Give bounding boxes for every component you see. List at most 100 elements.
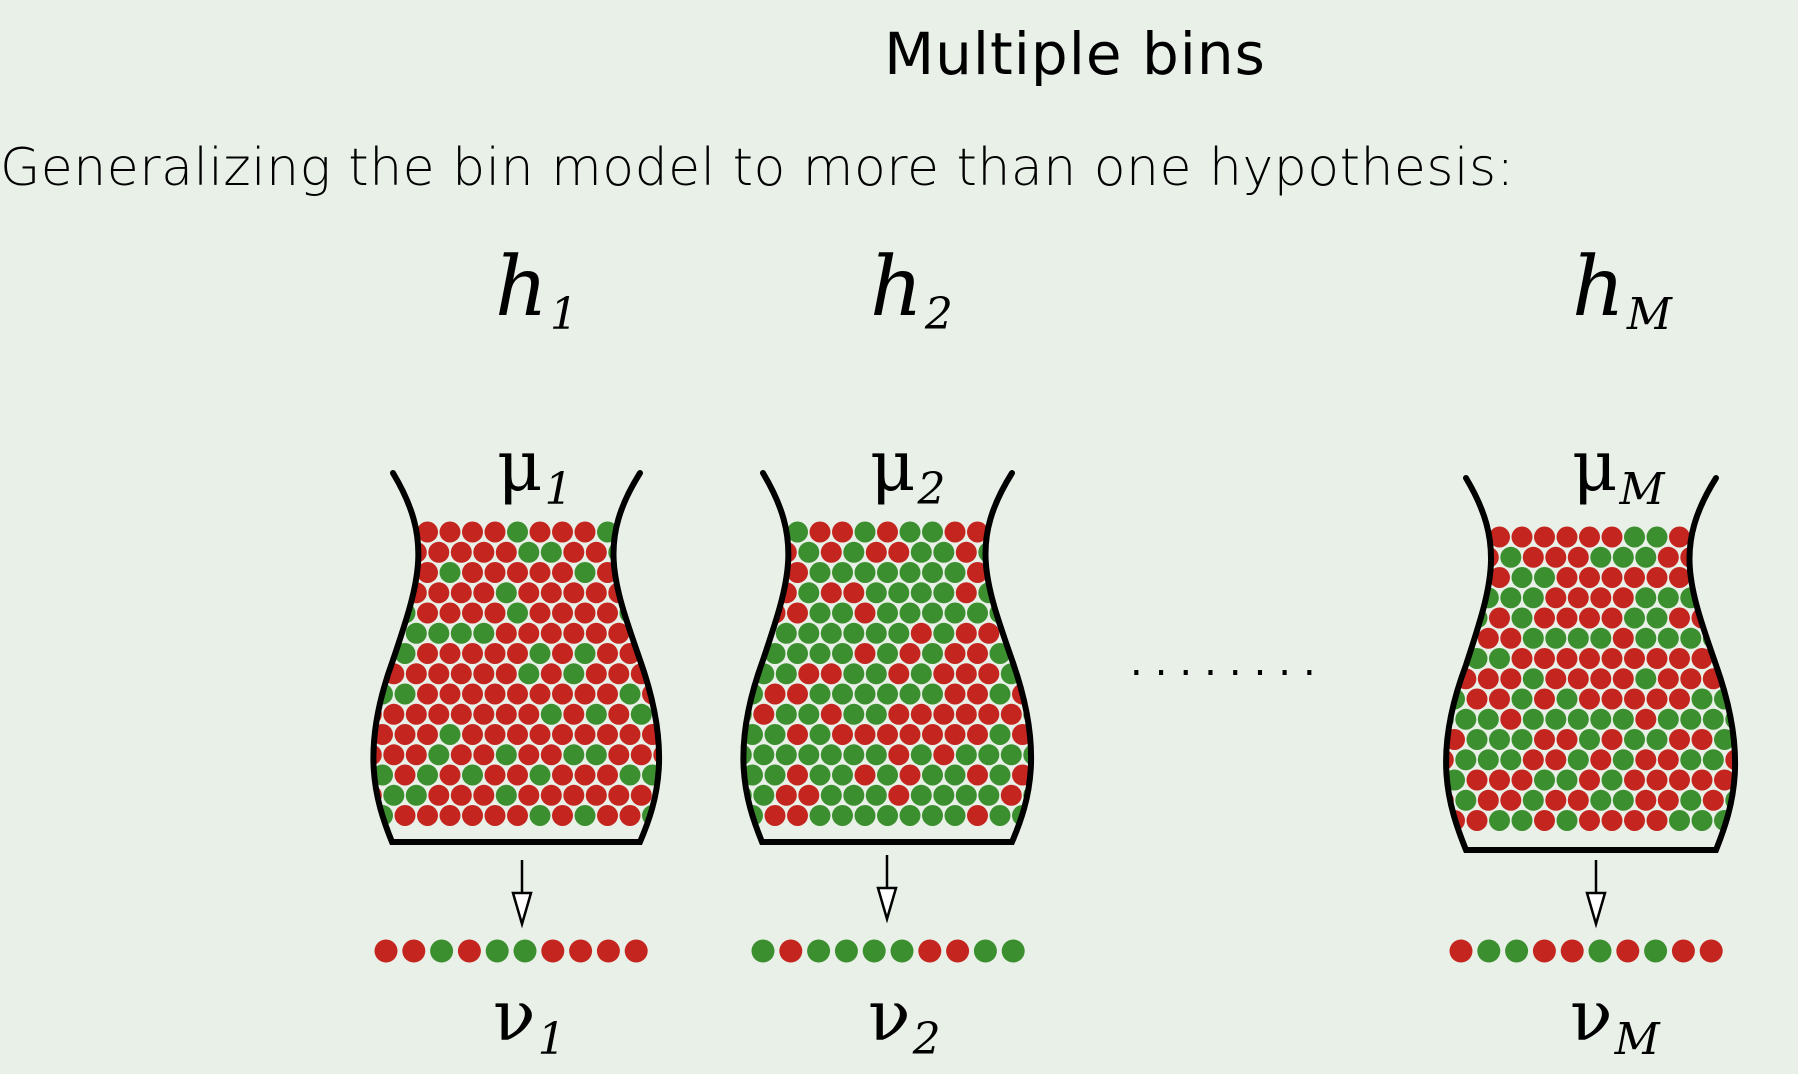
marble bbox=[473, 541, 495, 563]
marble bbox=[944, 683, 966, 705]
marble bbox=[1422, 648, 1443, 669]
marble bbox=[820, 622, 842, 644]
marble bbox=[597, 602, 618, 624]
marble bbox=[1669, 769, 1690, 791]
marble bbox=[473, 703, 495, 725]
marble bbox=[809, 764, 831, 786]
marble bbox=[809, 724, 831, 745]
marble bbox=[910, 622, 932, 644]
marble bbox=[1522, 789, 1544, 811]
nu-label-1: ν1 bbox=[493, 975, 566, 1065]
marble bbox=[720, 562, 741, 583]
marble bbox=[1635, 546, 1657, 568]
mu-label-1: μ1 bbox=[497, 425, 573, 515]
sample-marble-red bbox=[402, 939, 426, 963]
marble bbox=[922, 521, 943, 543]
marble bbox=[473, 622, 495, 644]
marble bbox=[1702, 749, 1724, 771]
marble bbox=[428, 744, 450, 766]
marble bbox=[843, 703, 865, 725]
marble bbox=[350, 643, 371, 664]
marble bbox=[967, 805, 988, 826]
marble bbox=[450, 541, 472, 563]
marble bbox=[518, 541, 540, 563]
marble bbox=[1455, 546, 1477, 568]
marble bbox=[955, 784, 977, 806]
marble bbox=[1477, 627, 1499, 649]
hypothesis-label-1: h1 bbox=[495, 240, 578, 340]
marble bbox=[473, 744, 495, 766]
marble bbox=[1422, 810, 1443, 831]
marble bbox=[1466, 688, 1488, 710]
marble bbox=[428, 663, 450, 685]
marble bbox=[865, 663, 887, 685]
marble bbox=[720, 765, 741, 786]
marble bbox=[1489, 526, 1510, 548]
marble bbox=[1714, 567, 1735, 588]
marble bbox=[1556, 607, 1578, 629]
sample-marble-red bbox=[1532, 939, 1556, 963]
marble bbox=[933, 541, 955, 563]
marble bbox=[1579, 769, 1600, 791]
marble bbox=[854, 602, 876, 624]
marble bbox=[529, 764, 551, 786]
marble bbox=[450, 622, 472, 644]
marble bbox=[394, 764, 416, 786]
marble bbox=[1612, 627, 1634, 649]
marble bbox=[832, 643, 853, 664]
marble bbox=[462, 764, 483, 786]
marble bbox=[967, 683, 988, 705]
marble bbox=[775, 622, 797, 644]
marble bbox=[743, 663, 752, 685]
sample-marble-green bbox=[1588, 939, 1612, 963]
marble bbox=[1725, 587, 1736, 609]
marble bbox=[1035, 643, 1056, 664]
marble bbox=[1000, 541, 1022, 563]
marble bbox=[798, 663, 820, 685]
marble bbox=[484, 805, 506, 826]
marble bbox=[394, 683, 416, 705]
marble bbox=[608, 784, 630, 806]
marble bbox=[1534, 810, 1555, 831]
marble bbox=[1511, 526, 1533, 548]
marble bbox=[775, 784, 797, 806]
marble bbox=[787, 521, 808, 543]
marble bbox=[383, 582, 405, 604]
sample-marble-green bbox=[1001, 939, 1025, 963]
sample-marble-green bbox=[1477, 939, 1501, 963]
marble bbox=[843, 582, 865, 604]
sample-1 bbox=[374, 939, 648, 963]
sample-marble-green bbox=[430, 939, 454, 963]
marble bbox=[518, 582, 540, 604]
marble bbox=[1737, 648, 1758, 669]
bin-m-balls bbox=[1422, 526, 1758, 831]
marble bbox=[1556, 688, 1578, 710]
marble bbox=[597, 805, 618, 826]
sample-marble-red bbox=[457, 939, 481, 963]
marble bbox=[955, 541, 977, 563]
marble bbox=[428, 541, 450, 563]
marble bbox=[1657, 708, 1679, 730]
marble bbox=[1500, 546, 1522, 568]
marble bbox=[552, 724, 573, 745]
marble bbox=[439, 805, 461, 826]
marble bbox=[1556, 729, 1578, 750]
marble bbox=[529, 643, 551, 664]
marble bbox=[1601, 769, 1623, 791]
marble bbox=[922, 764, 943, 786]
marble bbox=[787, 602, 808, 624]
sample-marble-green bbox=[1505, 939, 1529, 963]
marble bbox=[1691, 769, 1713, 791]
marble bbox=[518, 703, 540, 725]
marble bbox=[439, 562, 461, 583]
marble bbox=[373, 582, 382, 604]
marble bbox=[484, 764, 506, 786]
marble bbox=[1669, 688, 1690, 710]
marble bbox=[865, 784, 887, 806]
marble bbox=[955, 703, 977, 725]
marble bbox=[877, 764, 898, 786]
marble bbox=[989, 683, 1011, 705]
marble bbox=[518, 744, 540, 766]
marble bbox=[507, 602, 528, 624]
